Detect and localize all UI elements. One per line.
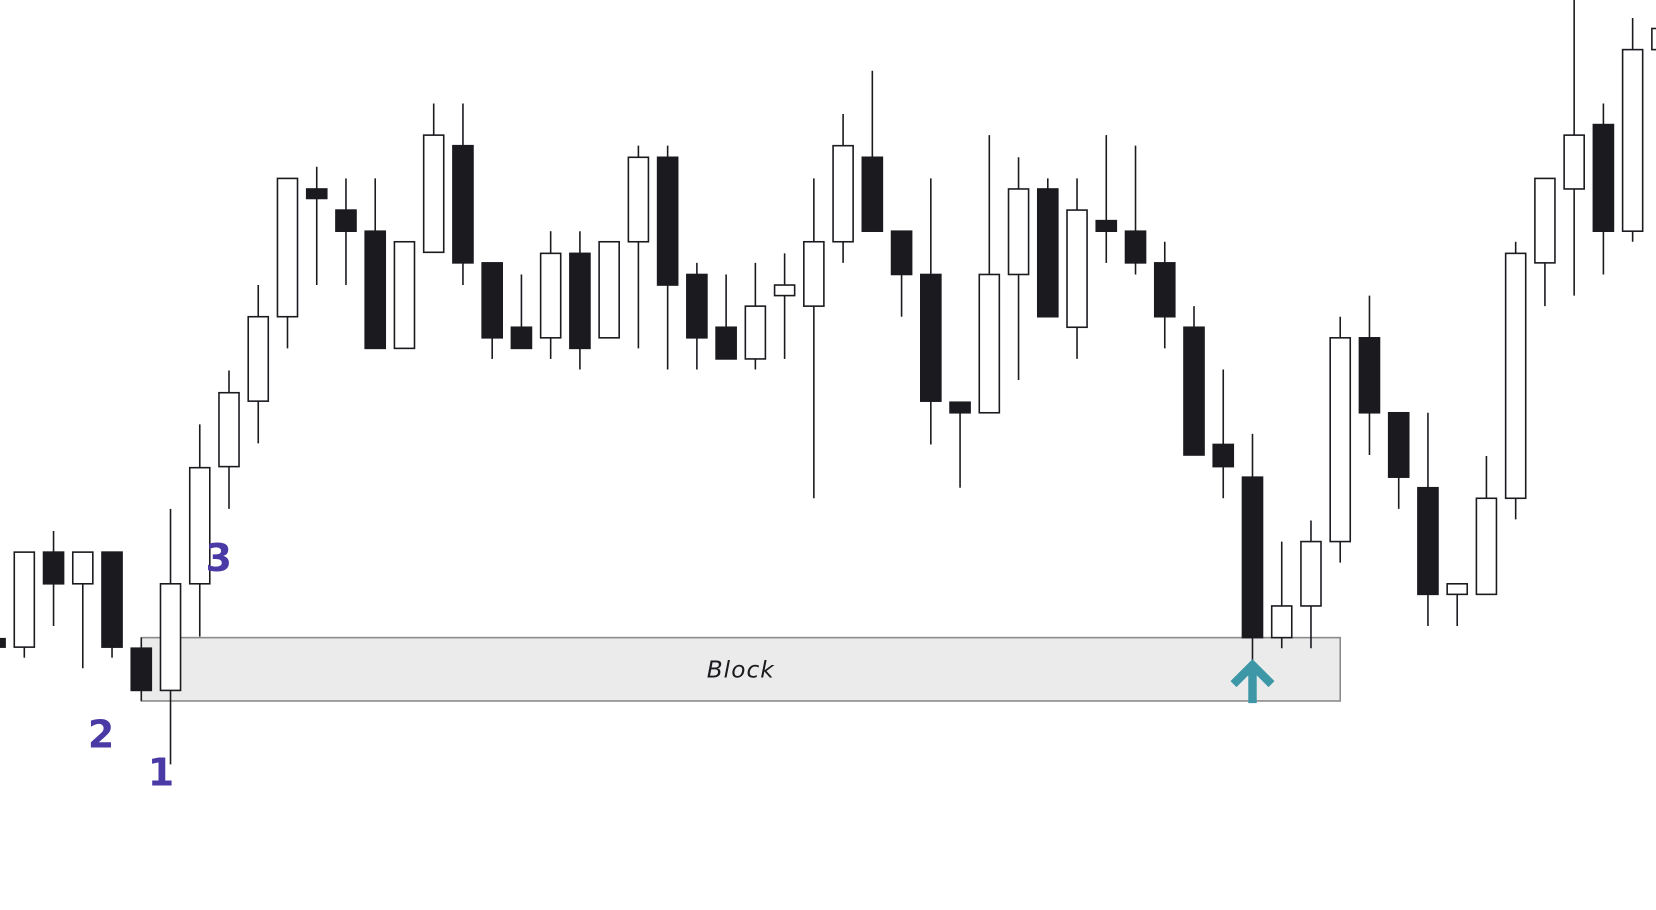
candle-body <box>1621 48 1644 232</box>
candle-body <box>159 583 182 692</box>
candle-body <box>452 144 474 264</box>
candle-body <box>890 230 913 276</box>
candle-body <box>1036 188 1059 318</box>
candle-body <box>13 551 36 648</box>
candle-body <box>1007 188 1030 276</box>
candle-body <box>569 252 591 350</box>
candle-body <box>1300 540 1322 607</box>
candle-body <box>247 315 270 402</box>
candle-body <box>1446 583 1469 596</box>
candle-body <box>1329 337 1352 543</box>
arrow <box>1230 659 1275 704</box>
candle-body <box>627 156 650 243</box>
candle-body <box>598 240 620 339</box>
candle-body <box>539 252 562 339</box>
candle-body <box>364 230 387 350</box>
candle-body <box>1651 27 1656 51</box>
candle-body <box>1270 605 1293 639</box>
candle-body <box>1563 134 1585 190</box>
candle-body <box>1387 411 1410 478</box>
annotation: 1 <box>148 750 174 794</box>
candle-body <box>1212 443 1235 468</box>
candle-body <box>715 326 737 360</box>
candle-body <box>1417 486 1439 596</box>
candle-body <box>1358 337 1381 414</box>
annotation: 3 <box>206 536 232 580</box>
candle-body <box>1592 123 1615 232</box>
candle-body <box>949 401 971 414</box>
zone-label: Block <box>707 657 776 684</box>
candle-body <box>42 551 65 585</box>
candle-body <box>510 326 533 350</box>
candle-body <box>422 134 445 254</box>
candle-body <box>0 637 6 648</box>
candle-body <box>686 273 708 339</box>
candle-body <box>978 273 1001 414</box>
candle-body <box>188 466 211 585</box>
candle-body <box>393 240 416 350</box>
candle-body <box>1504 252 1527 500</box>
candle-body <box>1124 230 1147 264</box>
candle-body <box>305 188 328 200</box>
candle-body <box>744 305 767 360</box>
candle-body <box>71 551 94 585</box>
candle-body <box>481 262 504 339</box>
candle-body <box>130 647 153 692</box>
annotation: 2 <box>88 712 114 756</box>
candle-body <box>1153 262 1176 318</box>
candle-body <box>1534 177 1556 264</box>
candle-body <box>1066 209 1088 329</box>
candle-body <box>803 240 825 307</box>
candle-body <box>656 156 679 286</box>
candle-body <box>861 156 884 232</box>
candle-body <box>1475 497 1498 596</box>
candle-body <box>276 177 299 318</box>
candle-body <box>920 273 942 402</box>
candle-body <box>218 391 240 468</box>
candle-body <box>832 144 854 243</box>
candle-body <box>1095 219 1118 232</box>
candle-body <box>1183 326 1205 456</box>
zone <box>140 636 1342 702</box>
candle-body <box>773 284 796 297</box>
candle-body <box>335 209 357 232</box>
candle-body <box>1241 476 1264 639</box>
candle-body <box>101 551 123 648</box>
